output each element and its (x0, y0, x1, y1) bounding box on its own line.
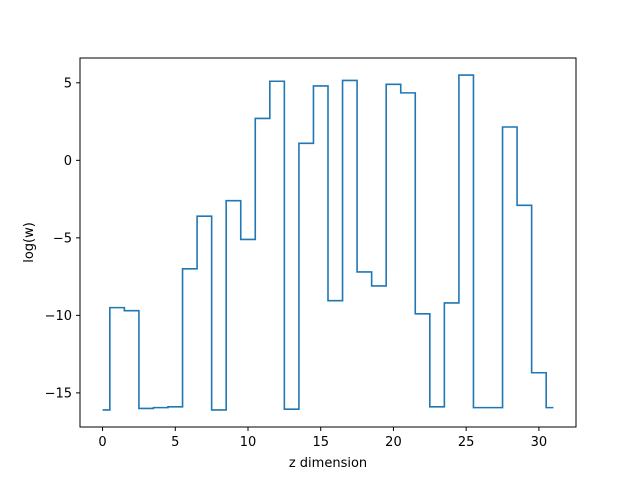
series-line-0 (102, 74, 554, 411)
y-tick-label: −10 (45, 309, 72, 324)
x-tick-label: 25 (458, 435, 475, 450)
x-axis: 0 5 10 15 20 25 30 (98, 427, 547, 450)
plot-frame (79, 57, 577, 428)
x-tick-label: 15 (312, 435, 329, 450)
x-tick-label: 0 (98, 435, 106, 450)
y-tick-label: −15 (45, 386, 72, 401)
y-tick-label: −5 (53, 231, 72, 246)
x-tick-label: 30 (531, 435, 548, 450)
x-tick-label: 20 (385, 435, 402, 450)
y-axis: −15 −10 −5 0 5 (45, 76, 80, 401)
x-tick-label: 10 (240, 435, 257, 450)
y-tick-label: 0 (64, 154, 72, 169)
y-tick-label: 5 (64, 76, 72, 91)
x-tick-label: 5 (171, 435, 179, 450)
series-layer (102, 74, 554, 411)
x-axis-label: z dimension (289, 456, 367, 471)
y-axis-label: log(w) (22, 222, 37, 263)
